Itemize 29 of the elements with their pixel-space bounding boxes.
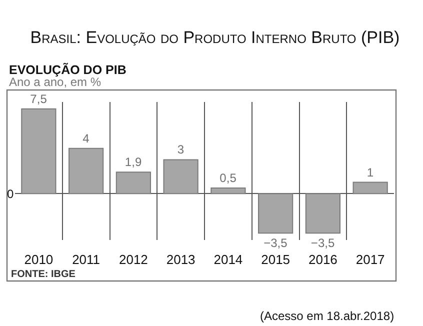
x-tick-label: 2014 — [214, 252, 243, 267]
chart-subtitle: EVOLUÇÃO DO PIB — [9, 62, 126, 77]
data-label: −3,5 — [310, 236, 335, 250]
data-label: 1,9 — [124, 155, 142, 170]
data-label: −3,5 — [264, 236, 288, 250]
x-tick-label: 2013 — [166, 252, 196, 267]
data-label: 0,5 — [220, 170, 237, 185]
bar — [305, 193, 340, 234]
data-label: 1 — [366, 165, 374, 180]
text: (Acesso em 18.abr.2018) — [260, 309, 394, 323]
bar — [352, 182, 388, 194]
x-tick-label: 2012 — [118, 252, 148, 267]
source-note: FONTE: IBGE — [11, 269, 76, 280]
x-tick-label: 2015 — [261, 252, 290, 267]
bar — [21, 108, 56, 194]
chart-title: Brasil: Evolução do Produto Interno Bruto (PIB) — [30, 28, 400, 47]
x-tick-label: 2017 — [356, 252, 385, 267]
bar — [258, 193, 294, 234]
bar — [210, 187, 246, 194]
bar — [68, 148, 104, 194]
data-label: 3 — [177, 142, 184, 157]
bar — [163, 159, 198, 194]
text: 0 — [7, 187, 14, 201]
x-tick-label: 2011 — [72, 252, 100, 267]
x-tick-label: 2010 — [24, 252, 54, 267]
data-label: 4 — [82, 131, 90, 146]
bar — [116, 172, 151, 194]
x-tick-label: 2016 — [308, 252, 338, 267]
data-label: 7,5 — [30, 92, 48, 106]
